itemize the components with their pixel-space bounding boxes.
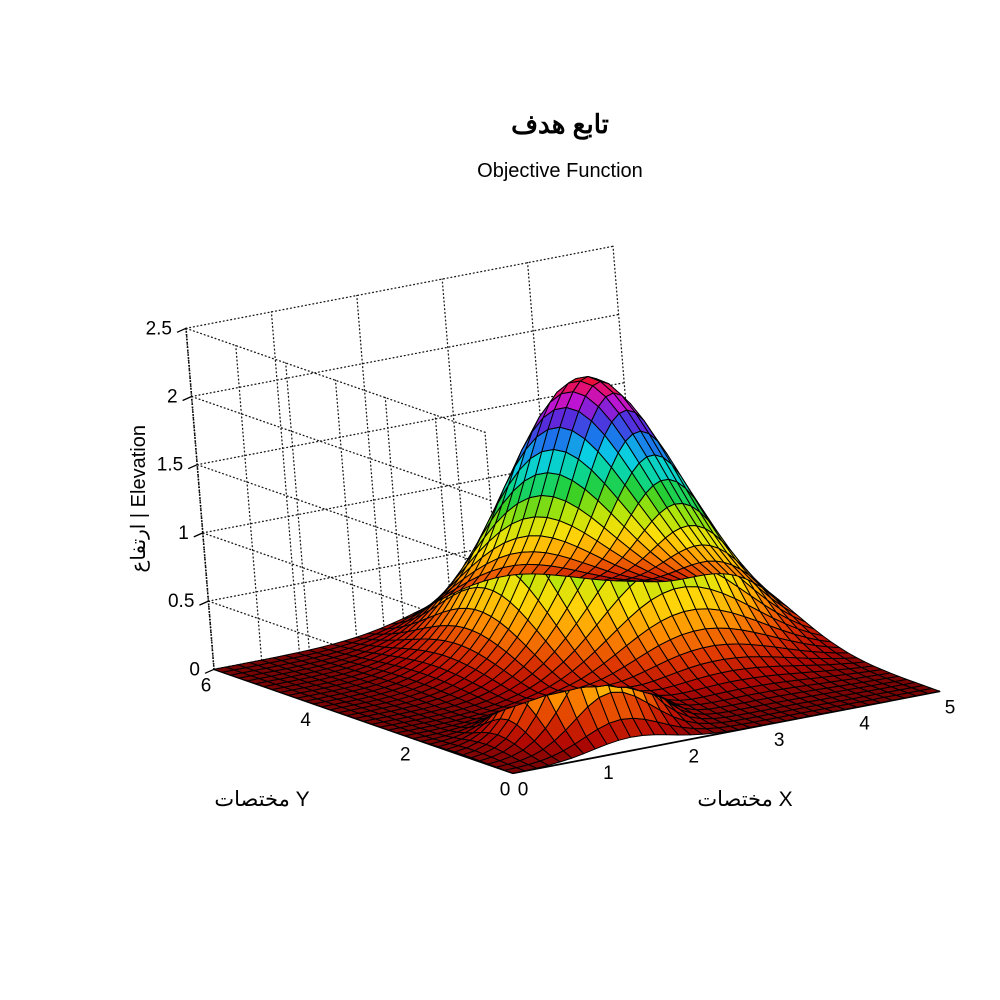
svg-text:4: 4 — [859, 714, 870, 735]
svg-text:مختصات Y: مختصات Y — [214, 788, 309, 811]
svg-text:0: 0 — [189, 659, 200, 680]
svg-text:2: 2 — [167, 387, 178, 408]
svg-text:5: 5 — [945, 697, 956, 718]
svg-text:ارتفاع | Elevation: ارتفاع | Elevation — [128, 425, 150, 573]
svg-text:0.5: 0.5 — [168, 591, 194, 612]
svg-text:مختصات X: مختصات X — [697, 788, 792, 811]
svg-text:0: 0 — [518, 779, 529, 800]
svg-text:تابع هدف: تابع هدف — [511, 109, 609, 140]
svg-text:3: 3 — [774, 730, 785, 751]
svg-text:Objective Function: Objective Function — [477, 160, 643, 182]
svg-text:4: 4 — [300, 710, 311, 731]
svg-text:2: 2 — [400, 745, 411, 766]
svg-text:1: 1 — [178, 523, 189, 544]
svg-text:2.5: 2.5 — [146, 318, 172, 339]
svg-text:1: 1 — [603, 763, 614, 784]
svg-text:0: 0 — [500, 779, 511, 800]
svg-text:2: 2 — [689, 747, 700, 768]
svg-text:6: 6 — [201, 675, 212, 696]
svg-text:1.5: 1.5 — [157, 455, 183, 476]
